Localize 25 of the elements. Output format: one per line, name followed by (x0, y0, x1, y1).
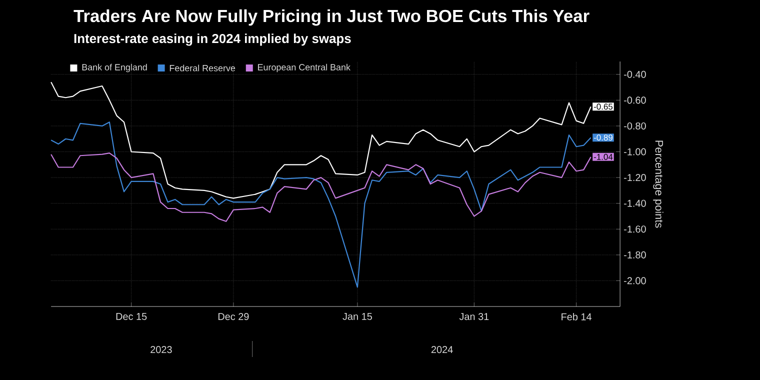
y-tick-label: -0.40 (624, 70, 646, 78)
x-tick-label: Feb 14 (562, 313, 592, 320)
x-tick-label: Dec 29 (218, 313, 249, 320)
legend-label: European Central Bank (258, 64, 350, 72)
y-tick-label: -0.60 (624, 96, 646, 104)
data-label: -0.65 (594, 104, 613, 110)
data-label: -0.89 (594, 134, 612, 141)
y-tick-label: -1.00 (624, 148, 646, 156)
legend-label: Federal Reserve (170, 64, 236, 72)
y-tick-label: -2.00 (624, 277, 646, 284)
x-tick-label: Jan 15 (342, 313, 372, 320)
y-tick-label: -1.80 (624, 251, 646, 258)
x-tick-label: Dec 15 (116, 313, 147, 320)
y-tick-label: -0.80 (624, 122, 646, 130)
chart-title: Traders Are Now Fully Pricing in Just Two BOE Cuts This Year (74, 9, 590, 26)
legend-label: Bank of England (82, 64, 147, 72)
y-tick-label: -1.60 (624, 226, 646, 233)
data-label: -1.04 (594, 154, 613, 160)
text: 2023 (150, 346, 172, 354)
y-tick-label: -1.40 (624, 200, 646, 207)
chart-subtitle: Interest-rate easing in 2024 implied by swaps (74, 34, 351, 46)
x-tick-label: Jan 31 (459, 313, 489, 320)
y-tick-label: -1.20 (624, 174, 646, 182)
text: 2024 (431, 346, 453, 354)
y-axis-title: Percentage points (653, 140, 664, 228)
